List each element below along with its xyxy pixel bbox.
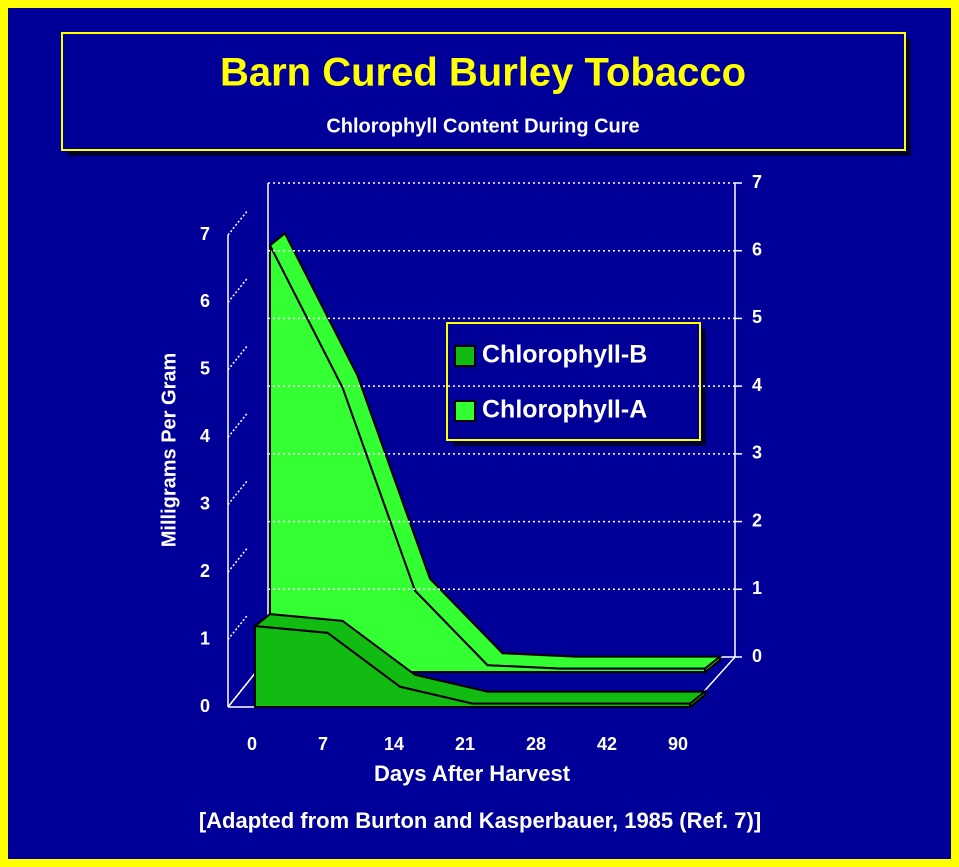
y2-tick-label: 1 bbox=[752, 578, 762, 598]
y-tick-diagonal bbox=[227, 681, 249, 708]
legend-swatch bbox=[454, 400, 476, 422]
y-tick-label: 2 bbox=[200, 561, 210, 581]
note: [Adapted from Burton and Kasperbauer, 19… bbox=[199, 808, 761, 833]
y2-tick-label: 6 bbox=[752, 239, 762, 259]
y-tick-diagonal bbox=[227, 411, 249, 438]
legend bbox=[446, 322, 701, 441]
title-box bbox=[61, 32, 906, 151]
y-tick-diagonal bbox=[227, 209, 249, 236]
x-tick-label: 0 bbox=[247, 734, 257, 754]
x-tick-label: 21 bbox=[455, 734, 475, 754]
y-tick-label: 3 bbox=[200, 493, 210, 513]
y-tick-diagonal bbox=[227, 276, 249, 303]
y2-tick-label: 2 bbox=[752, 510, 762, 530]
y-tick-label: 6 bbox=[200, 291, 210, 311]
y2-tick-label: 7 bbox=[752, 172, 762, 192]
chart-title: Barn Cured Burley Tobacco bbox=[220, 51, 746, 95]
y-tick-label: 0 bbox=[200, 696, 210, 716]
legend-label: Chlorophyll-A bbox=[482, 396, 647, 424]
y-tick-diagonal bbox=[227, 479, 249, 506]
x-tick-label: 90 bbox=[668, 734, 688, 754]
y-tick-diagonal bbox=[227, 614, 249, 641]
y-tick-diagonal bbox=[227, 344, 249, 371]
y2-tick-label: 0 bbox=[752, 646, 762, 666]
y-tick-label: 7 bbox=[200, 224, 210, 244]
y-tick-label: 4 bbox=[200, 426, 210, 446]
x-tick-label: 7 bbox=[318, 734, 328, 754]
y2-tick-label: 4 bbox=[752, 375, 762, 395]
y-tick-diagonal bbox=[227, 546, 249, 573]
y-axis-label: Milligrams Per Gram bbox=[158, 353, 180, 548]
y2-tick-label: 3 bbox=[752, 443, 762, 463]
y2-tick-label: 5 bbox=[752, 307, 762, 327]
x-tick-label: 42 bbox=[597, 734, 617, 754]
chart-subtitle: Chlorophyll Content During Cure bbox=[326, 115, 639, 137]
legend-label: Chlorophyll-B bbox=[482, 341, 647, 369]
y-tick-label: 5 bbox=[200, 359, 210, 379]
x-tick-label: 28 bbox=[526, 734, 546, 754]
x-tick-label: 14 bbox=[384, 734, 404, 754]
legend-swatch bbox=[454, 345, 476, 367]
area bbox=[254, 624, 691, 708]
x-axis-label: Days After Harvest bbox=[374, 761, 571, 786]
y-tick-label: 1 bbox=[200, 628, 210, 648]
area bbox=[269, 244, 706, 673]
plot bbox=[252, 231, 723, 710]
